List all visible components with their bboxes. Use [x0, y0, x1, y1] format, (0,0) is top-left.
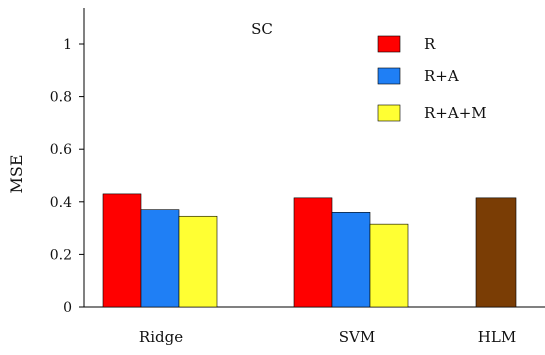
y-tick-label: 1: [63, 37, 72, 53]
bar-ridge-r-plus-a: [140, 209, 180, 308]
bar-ridge-r: [102, 193, 142, 308]
chart-title: SC: [251, 20, 273, 38]
legend-label: R: [424, 35, 436, 53]
legend-swatch: [377, 67, 401, 85]
y-tick-label: 0.8: [50, 90, 72, 106]
y-tick-label: 0: [63, 300, 72, 316]
legend-swatch: [377, 35, 401, 53]
legend-label: R+A: [424, 67, 459, 85]
category-label-svm: SVM: [339, 328, 375, 346]
legend: R R+A R+A+M: [377, 35, 487, 122]
bar-ridge-r-plus-a-plus-m: [178, 215, 218, 308]
legend-label: R+A+M: [424, 104, 487, 122]
bar-hlm: [475, 197, 517, 308]
category-labels: Ridge SVM HLM: [139, 328, 516, 346]
category-label-hlm: HLM: [478, 328, 516, 346]
bar-svm-r-plus-a: [331, 212, 371, 308]
y-tick-label: 0.4: [50, 195, 72, 211]
legend-swatch: [377, 104, 401, 122]
y-tick-label: 0.2: [50, 247, 72, 263]
y-axis-label: MSE: [7, 154, 26, 193]
y-axis-ticks: 0 0.2 0.4 0.6 0.8 1: [50, 37, 84, 316]
y-tick-label: 0.6: [50, 142, 72, 158]
bar-svm-r: [293, 197, 333, 308]
category-label-ridge: Ridge: [139, 328, 183, 346]
bars: [102, 193, 517, 308]
bar-svm-r-plus-a-plus-m: [369, 223, 409, 308]
